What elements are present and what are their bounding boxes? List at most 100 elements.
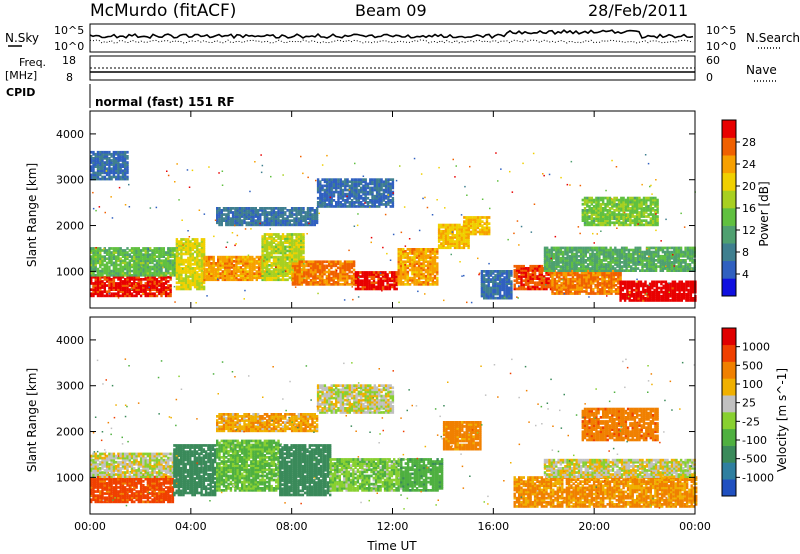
heatmap-cell (242, 270, 245, 273)
heatmap-cell (92, 247, 95, 250)
heatmap-cell (692, 288, 695, 292)
heatmap-cell (130, 259, 134, 263)
heatmap-cell (346, 266, 349, 270)
heatmap-cell (266, 251, 269, 255)
heatmap-cell (408, 248, 412, 251)
heatmap-cell (210, 274, 213, 277)
heatmap-cell (630, 288, 634, 292)
heatmap-cell (487, 272, 490, 275)
heatmap-cell (548, 259, 551, 262)
heatmap-cell (121, 259, 125, 263)
heatmap-cell (465, 232, 468, 236)
heatmap-cell (637, 297, 640, 300)
heatmap-cell (300, 283, 304, 286)
heatmap-cell (251, 264, 254, 267)
heatmap-cell (108, 288, 111, 291)
heatmap-cell (101, 280, 104, 283)
heatmap-cell (688, 263, 692, 266)
heatmap-cell (575, 267, 578, 270)
heatmap-cell (92, 175, 95, 179)
heatmap-cell (567, 288, 570, 291)
heatmap-cell (618, 252, 621, 256)
heatmap-cell (543, 279, 546, 283)
heatmap-cell (284, 249, 287, 253)
heatmap-cell (404, 256, 407, 259)
heatmap-cell (266, 264, 269, 267)
heatmap-cell (637, 290, 640, 294)
heatmap-cell (279, 270, 282, 273)
heatmap-cell (397, 272, 400, 276)
heatmap-cell (628, 299, 631, 302)
heatmap-cell (112, 294, 116, 298)
heatmap-cell (300, 239, 303, 242)
heatmap-cell (555, 250, 558, 254)
heatmap-cell (101, 275, 104, 279)
heatmap-cell (99, 292, 102, 296)
heatmap-cell (465, 230, 468, 234)
heatmap-cell (284, 268, 287, 271)
heatmap-cell (291, 283, 295, 286)
heatmap-cell (492, 288, 495, 292)
heatmap-cell (212, 272, 215, 275)
heatmap-cell (630, 265, 633, 268)
heatmap-cell (124, 175, 127, 179)
heatmap-cell (634, 263, 637, 266)
heatmap-cell (151, 273, 154, 277)
heatmap-cell (158, 265, 161, 269)
heatmap-cell (393, 279, 396, 283)
nsky-tick-bottom: 10^0 (54, 40, 84, 53)
heatmap-cell (232, 264, 236, 267)
heatmap-cell (614, 269, 617, 272)
heatmap-cell (160, 249, 163, 252)
heatmap-cell (257, 272, 261, 275)
heatmap-cell (540, 279, 544, 283)
heatmap-cell (318, 266, 322, 270)
heatmap-cell (337, 266, 340, 270)
heatmap-cell (533, 283, 537, 287)
heatmap-cell (198, 283, 201, 287)
heatmap-cell (608, 207, 612, 210)
heatmap-cell (602, 263, 606, 266)
heatmap-cell (191, 238, 194, 241)
heatmap-cell (456, 236, 459, 239)
heatmap-cell (510, 274, 513, 277)
heatmap-cell (595, 250, 599, 254)
heatmap-cell (485, 232, 489, 236)
heatmap-cell (377, 287, 380, 291)
heatmap-cell (189, 258, 192, 262)
heatmap-cell (607, 269, 610, 272)
heatmap-cell (543, 254, 547, 258)
heatmap-cell (151, 292, 154, 296)
heatmap-cell (366, 273, 369, 276)
heatmap-cell (90, 165, 93, 168)
heatmap-cell (119, 294, 122, 298)
heatmap-cell (268, 278, 271, 282)
heatmap-cell (139, 282, 143, 285)
heatmap-cell (513, 285, 516, 289)
heatmap-cell (223, 276, 227, 280)
heatmap-cell (266, 268, 269, 271)
heatmap-cell (101, 290, 104, 294)
heatmap-cell (577, 248, 581, 252)
heatmap-cell (623, 297, 627, 300)
heatmap-cell (492, 296, 495, 300)
heatmap-cell (263, 262, 267, 265)
heatmap-cell (483, 230, 486, 234)
heatmap-cell (314, 262, 317, 266)
heatmap-cell (422, 268, 425, 272)
heatmap-cell (589, 269, 592, 272)
heatmap-cell (607, 248, 610, 252)
heatmap-cell (427, 254, 430, 257)
heatmap-cell (552, 261, 556, 264)
heatmap-cell (467, 246, 470, 250)
heatmap-cell (538, 271, 541, 274)
heatmap-cell (580, 265, 583, 268)
nsky-tick-top: 10^5 (54, 24, 84, 37)
heatmap-cell (610, 288, 613, 291)
heatmap-cell (105, 278, 109, 281)
heatmap-cell (543, 265, 547, 268)
heatmap-cell (105, 284, 109, 287)
heatmap-cell (151, 294, 154, 298)
heatmap-cell (350, 274, 354, 278)
heatmap-cell (128, 269, 131, 273)
